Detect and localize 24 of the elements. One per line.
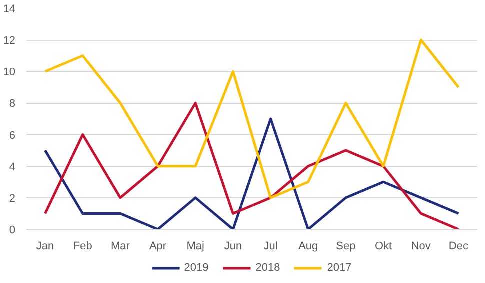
x-tick-label: Mar [110,240,130,252]
legend-label: 2017 [327,262,352,274]
x-tick-label: Jul [264,240,278,252]
y-tick-label: 14 [3,4,16,16]
x-tick-label: Jun [224,240,242,252]
y-tick-label: 12 [3,35,16,48]
y-tick-label: 6 [9,130,16,142]
legend-label: 2018 [256,262,280,274]
x-tick-label: Feb [73,240,92,252]
x-tick-label: Nov [411,240,432,252]
x-tick-label: Aug [298,240,318,252]
line-series [44,38,460,200]
x-tick-label: Okt [374,240,392,252]
x-tick-label: Jan [36,240,54,252]
y-tick-label: 8 [9,98,16,110]
y-tick-label: 2 [9,192,16,205]
y-tick-label: 10 [3,66,16,79]
y-tick-label: 0 [9,224,16,236]
x-tick-label: Sep [336,240,356,252]
x-tick-label: Apr [149,240,167,252]
y-tick-label: 4 [9,161,16,174]
x-tick-label: Maj [186,240,204,252]
legend-label: 2019 [184,262,209,274]
x-tick-label: Dec [448,240,469,252]
